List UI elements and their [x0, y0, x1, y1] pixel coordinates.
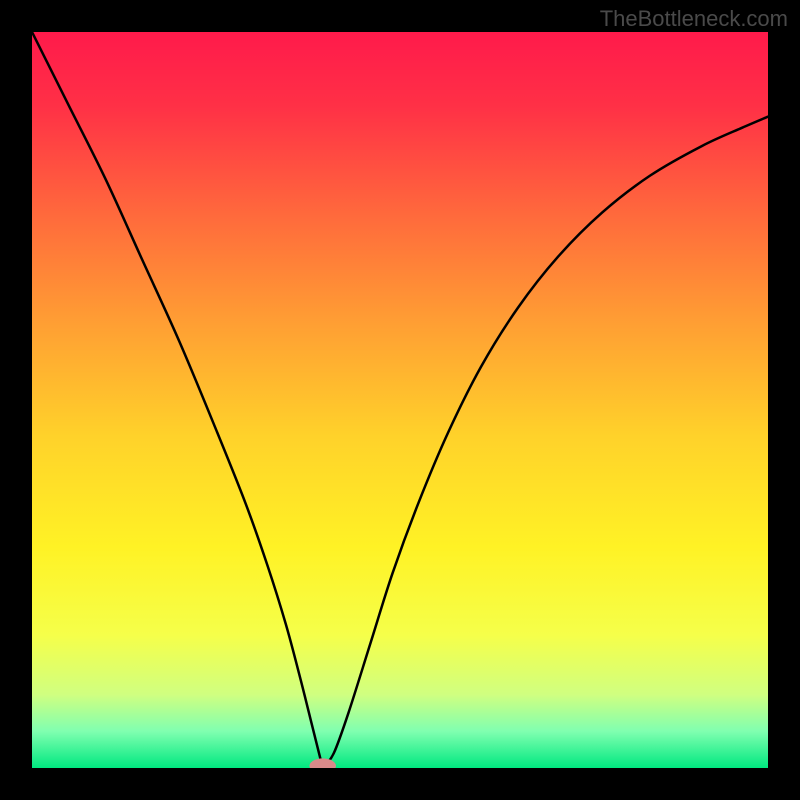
chart-container: TheBottleneck.com [0, 0, 800, 800]
bottleneck-chart [32, 32, 768, 768]
watermark-text: TheBottleneck.com [600, 6, 788, 32]
gradient-background [32, 32, 768, 768]
